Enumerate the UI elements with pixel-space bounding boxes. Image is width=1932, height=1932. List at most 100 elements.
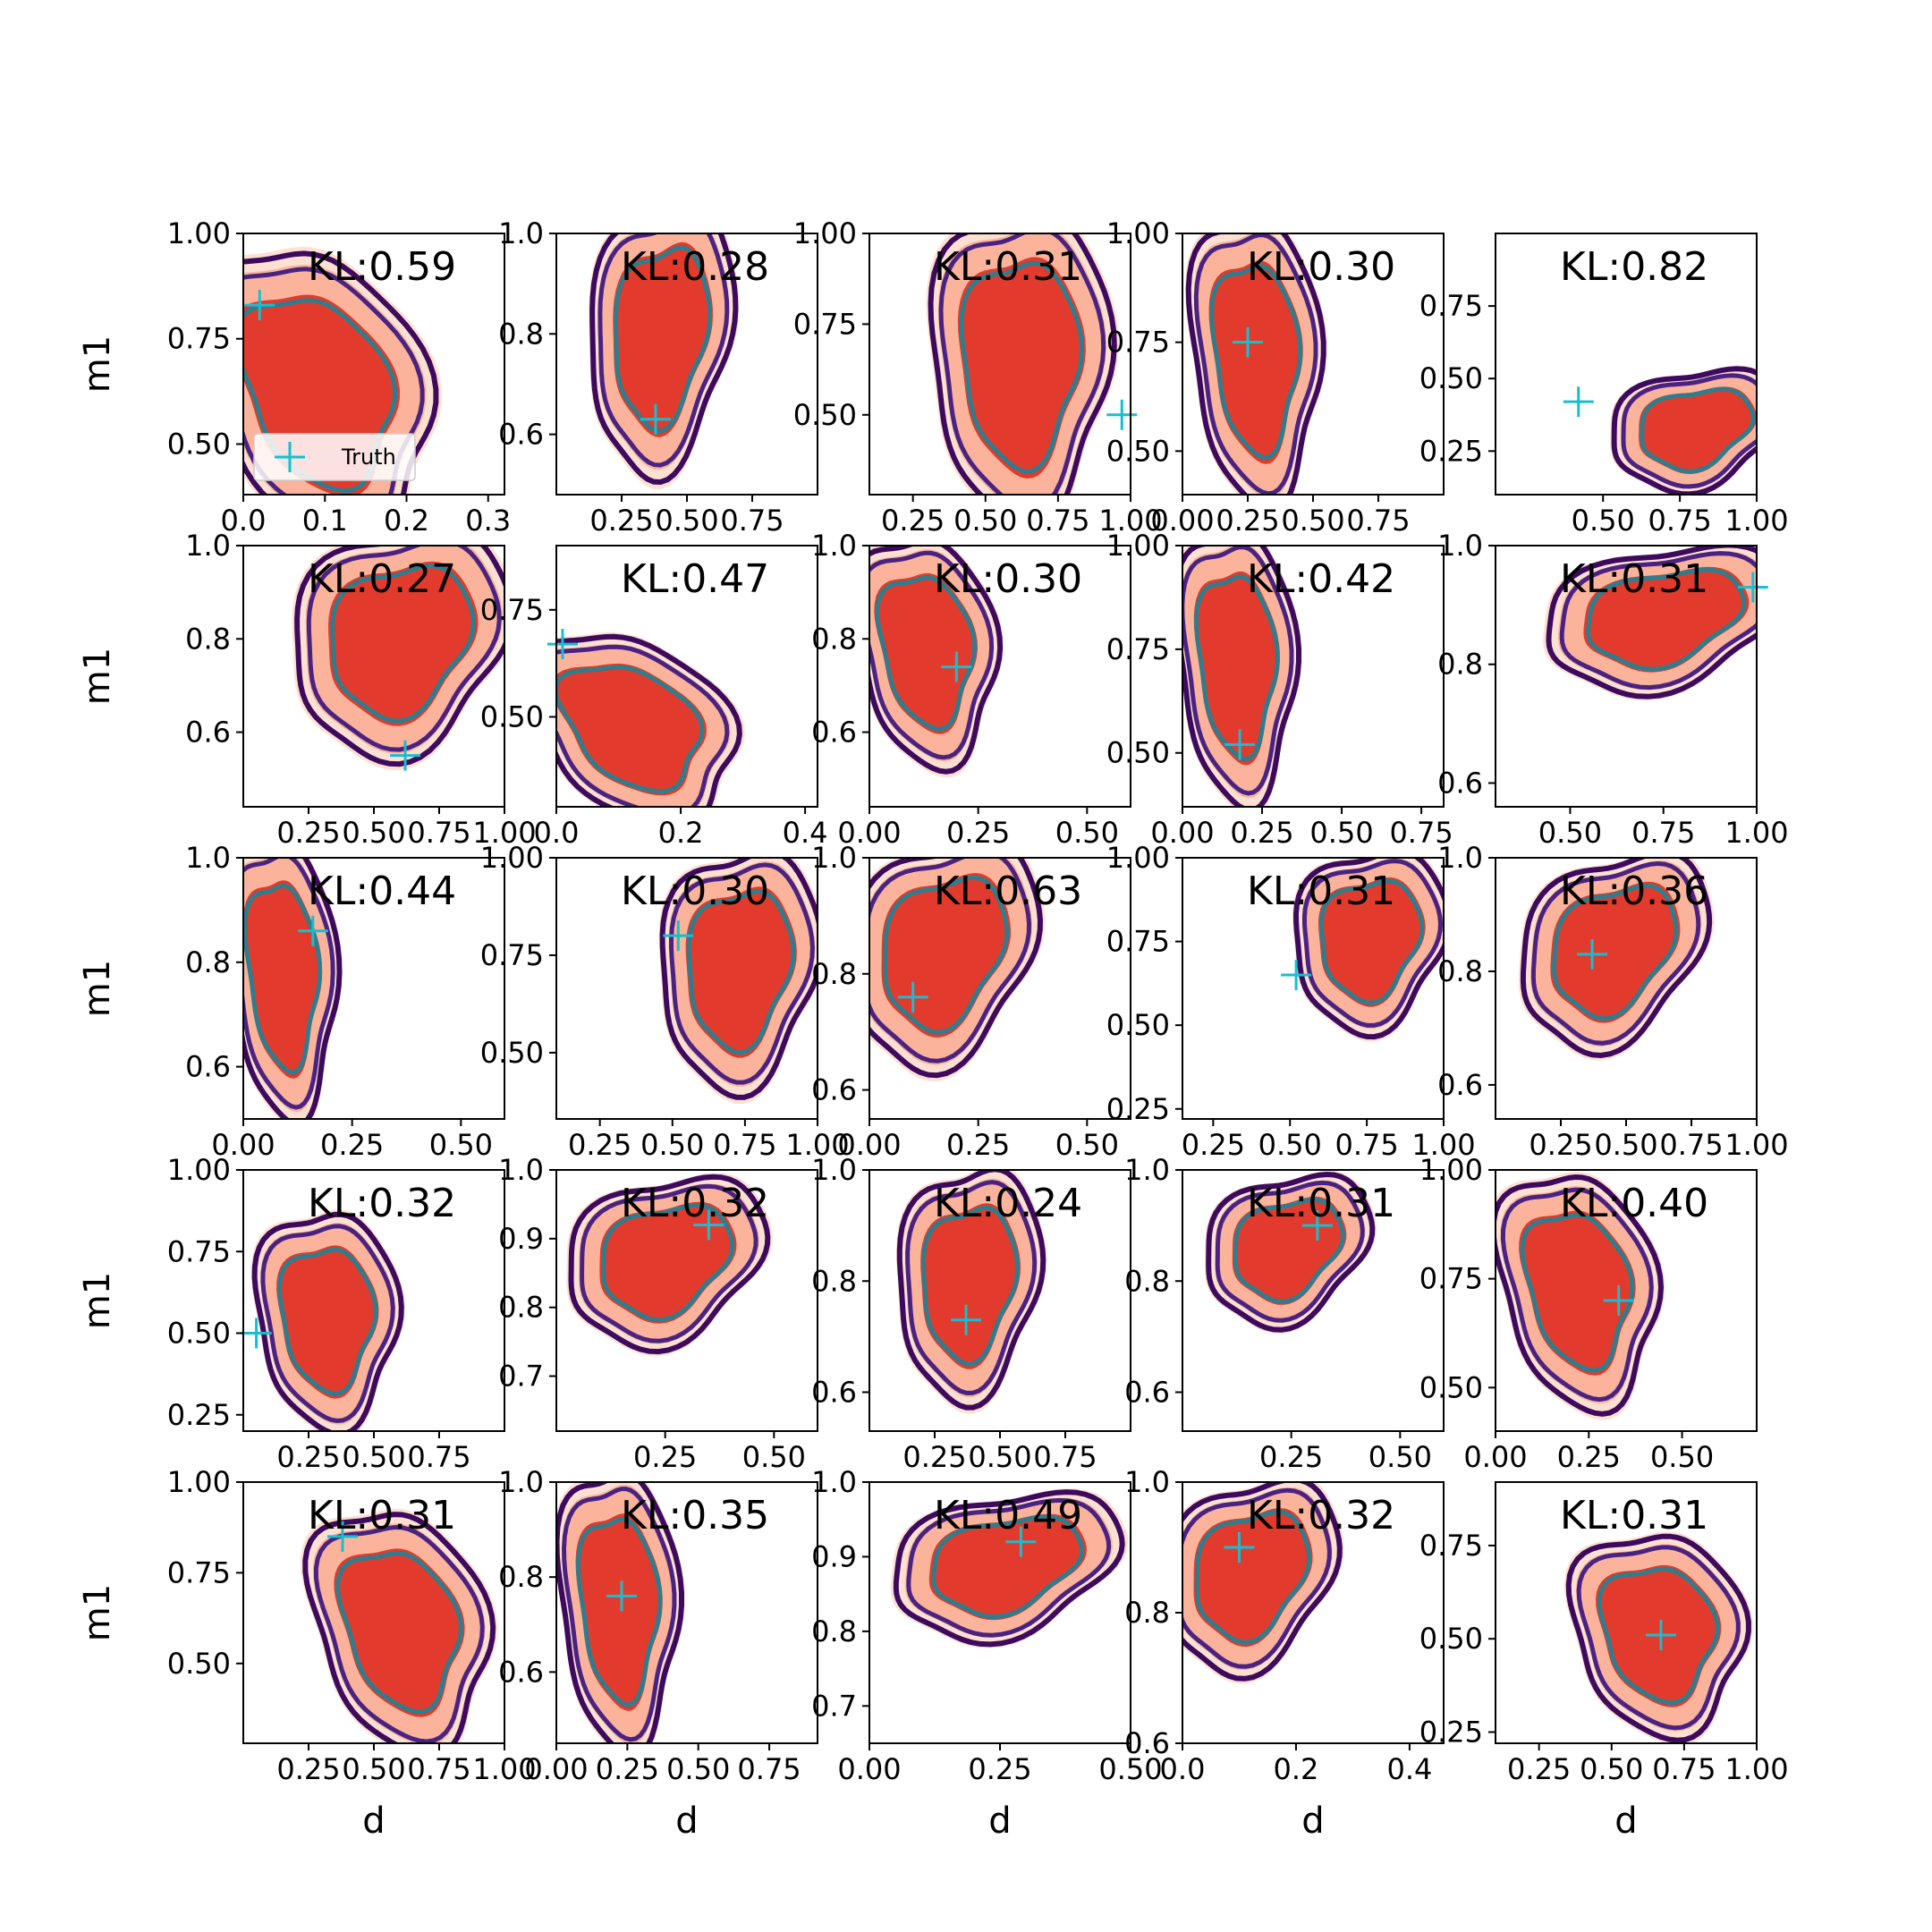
contour-outer <box>869 858 1044 1079</box>
subplot-5-3: 0.00 0.25 0.50 0.7 0.8 0.9 1.0 KL:0.49 d <box>811 1465 1163 1842</box>
density-layer <box>589 233 740 490</box>
contour-inner <box>875 575 978 732</box>
kl-label: KL:0.31 <box>1560 556 1708 602</box>
x-tick-label: 0.25 <box>1507 1752 1571 1786</box>
density-layer <box>890 1488 1129 1648</box>
x-tick-label: 0.25 <box>968 1752 1031 1786</box>
density-fill-inner <box>1193 571 1280 766</box>
contour-mid <box>306 546 502 752</box>
x-tick-label: 0.75 <box>1033 1440 1097 1474</box>
contour-inner <box>931 1514 1085 1620</box>
y-tick-label: 0.8 <box>811 957 857 991</box>
x-tick-label: 0.00 <box>524 1752 588 1786</box>
contour-mid <box>597 233 730 468</box>
y-tick-label: 0.25 <box>1419 1715 1483 1749</box>
y-axis-label: m1 <box>77 960 118 1017</box>
y-tick-label: 1.0 <box>811 1153 857 1187</box>
x-tick-label: 1.00 <box>1724 1128 1788 1162</box>
contour-inner <box>556 665 705 794</box>
contour-inner <box>243 883 323 1075</box>
contour-inner <box>1233 1197 1345 1304</box>
x-tick-label: 0.00 <box>1463 1440 1527 1474</box>
subplot-1-1: 0.0 0.1 0.2 0.3 0.50 0.75 1.00 KL:0.59 m1 Truth <box>77 216 511 538</box>
x-tick-label: 0.50 <box>429 1128 493 1162</box>
y-tick-label: 0.75 <box>480 593 544 627</box>
x-tick-label: 0.50 <box>953 504 1017 538</box>
contour-mid <box>313 1524 485 1743</box>
contour-mid <box>669 862 815 1085</box>
truth-marker <box>1224 1532 1255 1563</box>
truth-marker <box>1224 729 1256 760</box>
contour-mid <box>1530 860 1701 1046</box>
x-tick-label: 0.25 <box>320 1128 384 1162</box>
axes-frame <box>1495 1169 1758 1432</box>
density-layer <box>1185 233 1327 495</box>
y-tick-label: 0.75 <box>167 1234 231 1268</box>
kl-label: KL:0.36 <box>1560 869 1708 914</box>
x-tick-label: 0.50 <box>1594 1128 1657 1162</box>
x-tick-label: 0.75 <box>713 1128 776 1162</box>
contour-outer <box>251 1211 404 1431</box>
y-tick-label: 0.6 <box>498 418 544 452</box>
subplot-1-5: 0.50 0.75 1.00 0.25 0.50 0.75 KL:0.82 <box>1419 233 1789 538</box>
contour-mid <box>1193 233 1318 495</box>
kl-label: KL:0.27 <box>308 556 456 602</box>
subplot-4-5: 0.00 0.25 0.50 0.50 0.75 1.00 KL:0.40 <box>1419 1153 1758 1474</box>
contour-inner <box>1586 567 1747 672</box>
subplot-5-4: 0.0 0.2 0.4 0.6 0.8 1.0 KL:0.32 d <box>1124 1465 1445 1842</box>
contour-inner <box>601 1202 735 1323</box>
density-layer <box>1182 546 1302 807</box>
truth-marker <box>1233 326 1263 358</box>
subplot-3-1: 0.00 0.25 0.50 0.6 0.8 1.0 KL:0.44 m1 <box>77 841 505 1162</box>
contour-mid <box>561 1487 677 1742</box>
contour-inner <box>335 1550 463 1715</box>
truth-marker <box>663 920 694 952</box>
y-tick-label: 0.8 <box>498 1291 544 1325</box>
truth-marker <box>297 915 328 946</box>
y-tick-label: 1.0 <box>498 1153 544 1187</box>
subplot-2-2: 0.0 0.2 0.4 0.50 0.75 KL:0.47 <box>480 545 828 850</box>
contour-outer <box>294 546 504 767</box>
contour-outer <box>302 1512 496 1743</box>
y-tick-label: 0.6 <box>185 716 231 750</box>
y-tick-label: 0.6 <box>1124 1726 1170 1760</box>
y-tick-label: 0.50 <box>167 1317 231 1351</box>
x-axis-label: d <box>1301 1801 1324 1842</box>
truth-marker <box>1603 1285 1634 1316</box>
y-tick-label: 0.8 <box>811 622 857 656</box>
x-tick-label: 0.25 <box>276 1440 340 1474</box>
y-tick-label: 0.50 <box>167 1647 231 1681</box>
kl-label: KL:0.47 <box>621 556 769 602</box>
x-tick-label: 0.50 <box>1258 1128 1322 1162</box>
y-tick-label: 0.50 <box>1106 736 1170 770</box>
density-layer <box>556 631 745 807</box>
x-tick-label: 0.25 <box>276 816 340 850</box>
y-tick-label: 0.50 <box>480 1036 544 1070</box>
contour-mid <box>869 858 1032 1063</box>
y-tick-label: 1.00 <box>1106 841 1170 875</box>
y-tick-label: 1.0 <box>811 841 857 875</box>
x-tick-label: 0.00 <box>1150 504 1214 538</box>
x-tick-label: 0.75 <box>737 1752 801 1786</box>
x-tick-label: 1.00 <box>1098 504 1162 538</box>
x-tick-label: 0.75 <box>1631 816 1695 850</box>
y-tick-label: 1.00 <box>167 1153 231 1187</box>
x-axis-label: d <box>675 1801 698 1842</box>
x-tick-label: 0.50 <box>1098 1752 1162 1786</box>
y-tick-label: 0.8 <box>498 1560 544 1594</box>
contour-inner <box>330 564 476 724</box>
density-fill-inner <box>1208 260 1303 464</box>
x-tick-label: 0.4 <box>783 816 828 850</box>
y-tick-label: 0.7 <box>811 1689 857 1723</box>
subplot-4-3: 0.25 0.50 0.75 0.6 0.8 1.0 KL:0.24 <box>811 1153 1131 1474</box>
density-fill-inner <box>928 1513 1087 1621</box>
x-tick-label: 0.25 <box>946 1128 1010 1162</box>
density-layer <box>658 858 818 1105</box>
truth-marker <box>941 651 972 682</box>
contour-inner <box>1551 883 1679 1021</box>
x-tick-label: 0.25 <box>1230 816 1293 850</box>
density-fill-inner <box>276 1245 379 1399</box>
